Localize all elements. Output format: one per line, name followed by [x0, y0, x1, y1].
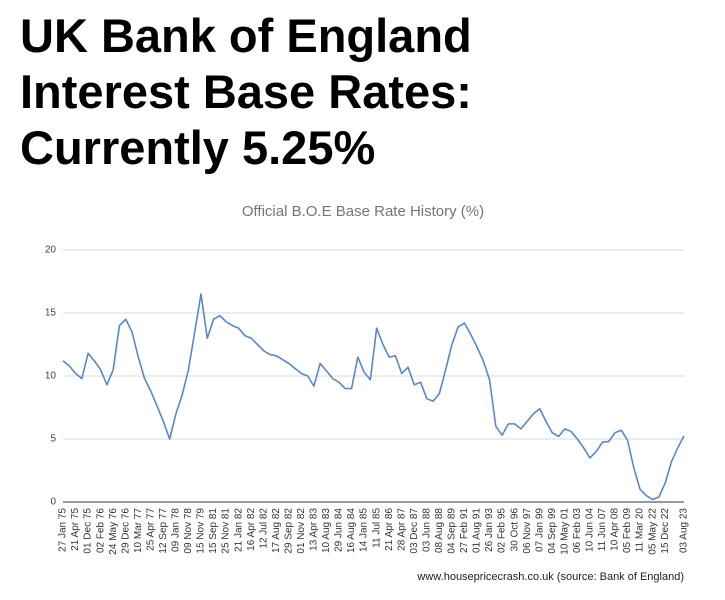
x-tick-label: 02 Feb 76 [95, 508, 106, 553]
x-tick-label: 04 Sep 99 [547, 508, 558, 554]
x-tick-label: 03 Dec 87 [409, 508, 420, 554]
x-tick-label: 29 Jun 84 [334, 508, 345, 552]
x-tick-label: 02 Feb 95 [497, 508, 508, 553]
x-tick-label: 29 Sep 82 [283, 508, 294, 554]
x-tick-label: 10 Aug 83 [321, 508, 332, 553]
x-tick-label: 11 Jun 07 [597, 508, 608, 552]
x-tick-label: 21 Apr 75 [70, 508, 81, 551]
x-tick-label: 10 Mar 77 [133, 508, 144, 553]
x-tick-label: 29 Dec 76 [120, 508, 131, 554]
chart-title: Official B.O.E Base Rate History (%) [242, 203, 484, 220]
y-tick-label: 20 [45, 245, 57, 256]
x-tick-label: 10 Apr 08 [610, 508, 621, 551]
x-tick-label: 04 Sep 89 [447, 508, 458, 554]
x-tick-label: 01 Nov 82 [296, 508, 307, 554]
y-tick-label: 15 [45, 308, 57, 319]
x-tick-label: 03 Jun 88 [421, 508, 432, 552]
x-tick-label: 05 May 22 [647, 508, 658, 555]
x-tick-label: 01 Aug 91 [472, 508, 483, 553]
x-tick-label: 16 Apr 82 [246, 508, 257, 551]
headline: UK Bank of England Interest Base Rates: … [20, 9, 472, 174]
x-tick-label: 27 Jan 75 [58, 508, 69, 552]
y-tick-label: 0 [50, 497, 56, 508]
x-tick-label: 12 Sep 77 [158, 508, 169, 554]
x-tick-label: 21 Apr 86 [384, 508, 395, 551]
x-tick-label: 26 Jan 93 [484, 508, 495, 552]
x-tick-label: 25 Apr 77 [145, 508, 156, 551]
x-tick-label: 15 Dec 22 [660, 508, 671, 554]
x-tick-label: 06 Feb 03 [572, 508, 583, 553]
x-tick-label: 09 Nov 78 [183, 508, 194, 554]
x-tick-label: 05 Feb 09 [622, 508, 633, 553]
x-tick-label: 13 Apr 83 [309, 508, 320, 551]
x-tick-label: 06 Nov 97 [522, 508, 533, 554]
x-tick-label: 16 Aug 84 [346, 508, 357, 553]
x-tick-label: 07 Jan 99 [534, 508, 545, 552]
x-tick-label: 30 Oct 96 [509, 508, 520, 552]
x-tick-label: 10 Jun 04 [585, 508, 596, 552]
x-tick-label: 03 Aug 23 [679, 508, 690, 553]
rate-line [62, 293, 685, 501]
source-note: www.housepricecrash.co.uk (source: Bank … [416, 571, 684, 583]
y-tick-label: 5 [50, 434, 56, 445]
x-tick-label: 25 Nov 81 [221, 508, 232, 554]
x-tick-label: 27 Feb 91 [459, 508, 470, 553]
x-tick-label: 15 Nov 79 [196, 508, 207, 554]
x-tick-label: 21 Jan 82 [233, 508, 244, 552]
x-tick-label: 11 Jul 85 [371, 508, 382, 548]
x-tick-label: 08 Aug 88 [434, 508, 445, 553]
y-tick-label: 10 [45, 371, 57, 382]
x-tick-label: 11 Mar 20 [635, 508, 646, 553]
x-tick-label: 28 Apr 87 [396, 508, 407, 551]
x-tick-label: 12 Jul 82 [258, 508, 269, 549]
x-tick-label: 24 May 76 [108, 508, 119, 555]
x-tick-label: 14 Jan 85 [359, 508, 370, 552]
x-tick-label: 17 Aug 82 [271, 508, 282, 553]
x-tick-label: 10 May 01 [559, 508, 570, 555]
x-tick-label: 15 Sep 81 [208, 508, 219, 554]
x-tick-label: 09 Jan 78 [171, 508, 182, 552]
x-tick-label: 01 Dec 75 [83, 508, 94, 554]
